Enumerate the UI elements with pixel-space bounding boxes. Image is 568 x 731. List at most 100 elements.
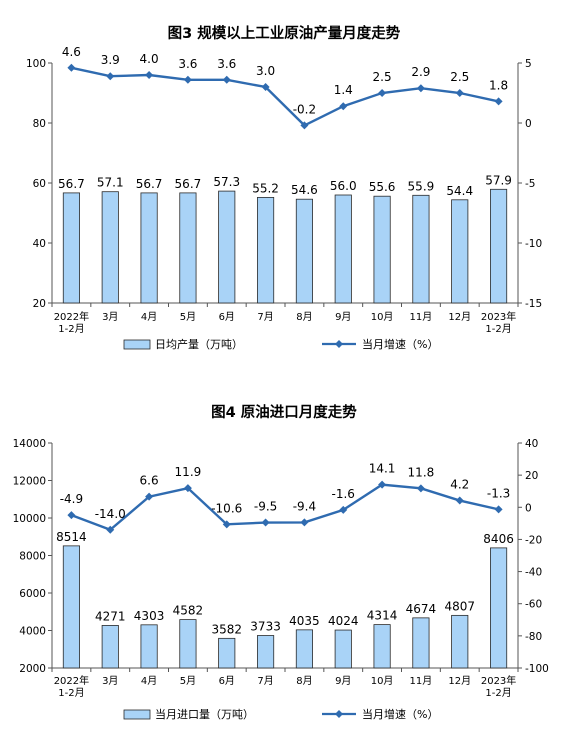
legend-bar-swatch [123,709,151,720]
bar [140,192,158,304]
right-tick-label: -20 [525,534,542,546]
left-tick-label: 14000 [13,438,46,450]
line-point [416,84,425,93]
bar-data-label: 8514 [56,530,87,544]
category-label: 12月 [448,311,471,323]
growth-line [71,66,499,127]
category-label: 10月 [371,675,394,687]
legend-line-label: 当月增速（%） [362,707,438,721]
line-point [222,520,231,529]
left-tick-label: 8000 [19,551,46,563]
line-point [378,89,387,97]
line-point [455,89,464,97]
bar [218,637,236,669]
right-tick-label: -80 [525,631,542,643]
bar [218,190,236,304]
category-label: 1-2月 [58,687,84,699]
bar-data-label: 54.6 [291,183,318,197]
bar-data-label: 8406 [483,532,514,546]
line-data-label: 2.5 [373,70,392,84]
bar [490,188,508,304]
bar [295,629,313,669]
left-tick-label: 20 [33,298,46,310]
line-data-label: 4.0 [140,52,159,66]
bar-data-label: 4035 [289,614,320,628]
bar [451,614,469,669]
category-label: 2023年 [481,310,516,323]
line-point [67,511,76,520]
bar-data-label: 4582 [173,604,204,618]
bar [373,624,391,669]
left-tick-label: 10000 [13,513,46,525]
line-point [494,97,503,106]
line-point [183,75,192,84]
bar-data-label: 56.7 [136,177,163,191]
right-tick-label: 5 [525,58,532,70]
category-label: 1-2月 [485,687,511,699]
line-point [261,83,270,91]
category-label: 7月 [257,311,273,323]
left-tick-label: 6000 [19,588,46,600]
line-point [261,518,270,527]
category-label: 2023年 [481,674,516,687]
legend-line-marker [335,710,343,718]
bar-data-label: 4314 [367,609,398,623]
bar-data-label: 55.6 [369,180,396,194]
line-data-label: 11.8 [408,465,435,479]
bar [257,635,275,669]
line-point [416,484,425,493]
line-data-label: 3.6 [178,57,197,71]
line-point [222,75,231,84]
bar-data-label: 3733 [250,620,281,634]
right-tick-label: 0 [525,502,532,514]
right-tick-label: -10 [525,238,542,250]
category-label: 8月 [296,311,312,323]
line-data-label: -0.2 [293,102,316,116]
category-label: 9月 [335,311,351,323]
bar-data-label: 4024 [328,614,359,628]
left-tick-label: 80 [33,118,46,130]
category-label: 5月 [180,675,196,687]
right-tick-label: 40 [525,438,538,450]
category-label: 4月 [141,675,157,687]
legend-bar-label: 日均产量（万吨） [155,337,243,351]
bar [490,547,508,669]
bar-data-label: 4271 [95,609,126,623]
category-label: 1-2月 [58,323,84,335]
bar [295,198,313,304]
left-tick-label: 12000 [13,476,46,488]
left-tick-label: 60 [33,178,46,190]
line-point [106,525,115,534]
category-label: 12月 [448,675,471,687]
left-tick-label: 2000 [19,663,46,675]
chart-title: 图4 原油进口月度走势 [211,403,357,421]
line-point [339,505,348,514]
chart-4: 图4 原油进口月度走势 2000 4000 6000 8000 10000 12000 140… [13,403,549,721]
bar [412,194,430,304]
bar-data-label: 4807 [444,599,475,613]
bar [101,625,119,669]
legend-bar-label: 当月进口量（万吨） [155,707,254,721]
bar [257,196,275,304]
right-tick-label: -5 [525,178,535,190]
line-data-label: -14.0 [95,507,126,521]
category-label: 8月 [296,675,312,687]
line-data-label: -9.5 [254,500,277,514]
legend-bar-swatch [123,339,151,350]
line-data-label: -1.6 [332,487,355,501]
right-tick-label: -15 [525,298,542,310]
right-tick-label: -100 [525,663,549,675]
right-tick-label: -40 [525,567,542,579]
line-data-label: 2.5 [450,70,469,84]
category-label: 3月 [102,675,118,687]
line-point [300,121,309,130]
category-label: 2022年 [54,310,89,323]
category-label: 3月 [102,311,118,323]
bar [412,617,430,669]
bar-data-label: 55.9 [408,179,435,193]
right-tick-label: -60 [525,599,542,611]
category-label: 11月 [410,675,433,687]
category-label: 1-2月 [485,323,511,335]
